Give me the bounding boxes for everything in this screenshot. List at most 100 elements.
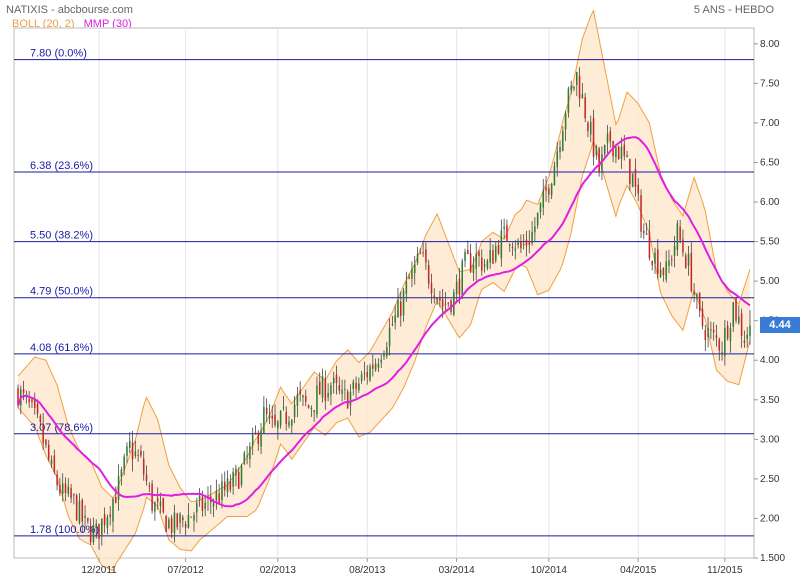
candle-body [344,389,346,391]
legend-mmp: MMP (30) [83,18,132,30]
candle-body [391,324,394,326]
candle-body [285,411,287,424]
candle-body [673,245,676,256]
candle-body [232,471,234,487]
y-tick-label: 6.50 [760,157,780,168]
candle-body [620,147,623,159]
candle-body [380,359,382,363]
candle-body [173,512,176,534]
candle-body [87,517,89,522]
bollinger-band-fill [18,10,750,571]
candle-body [39,415,42,423]
candle-body [296,394,299,406]
candle-body [576,72,578,85]
candle-body [128,440,131,448]
candle-body [352,381,355,389]
candle-body [444,303,447,305]
fibonacci-label: 1.78 (100.0%) [30,524,99,536]
candle-body [335,374,338,384]
candle-body [59,485,61,494]
candle-body [204,502,206,509]
candle-body [637,184,640,194]
candle-body [595,146,598,156]
candle-body [324,379,327,401]
candle-body [553,166,556,186]
candle-body [338,385,341,391]
candle-body [196,502,198,513]
candle-body [304,396,307,402]
indicator-legend: BOLL (20, 2) MMP (30) [12,18,138,30]
candle-body [327,392,329,398]
candle-body [293,404,296,418]
candle-body [559,147,561,153]
candle-body [687,253,690,266]
candle-body [310,407,313,410]
candle-body [416,253,419,263]
candle-body [629,158,631,184]
candle-body [718,339,721,351]
y-tick-label: 8.00 [760,39,780,50]
candle-body [190,516,192,518]
y-tick-label: 3.00 [760,434,780,445]
candle-body [274,414,276,426]
candle-body [145,474,148,482]
candle-body [302,395,304,398]
candle-body [33,400,36,408]
fibonacci-label: 7.80 (0.0%) [30,48,87,60]
x-tick-label: 11/2015 [707,565,743,576]
candle-body [511,246,514,249]
mmp-line [17,136,751,508]
candle-body [631,173,634,187]
candle-body [464,251,466,261]
fibonacci-label: 6.38 (23.6%) [30,160,93,172]
y-tick-label: 7.50 [760,78,780,89]
candle-body [458,278,461,295]
candle-body [140,450,142,456]
candle-body [109,514,111,517]
candle-body [662,268,665,276]
candle-body [494,246,497,261]
candle-body [126,446,128,456]
candle-body [372,364,374,369]
candle-body [715,335,718,338]
candle-body [92,525,95,543]
candle-body [134,451,137,457]
candle-body [193,514,195,521]
candle-body [101,518,103,535]
candle-body [696,294,698,299]
candle-body [732,302,735,327]
candle-body [366,371,369,378]
candle-body [221,481,223,500]
candle-body [95,523,98,529]
candle-body [657,249,659,275]
candle-body [640,195,642,232]
candle-body [346,391,349,409]
candle-body [584,97,586,119]
candle-body [634,168,637,187]
candle-body [223,481,226,490]
candle-body [249,446,251,460]
candle-body [316,385,318,415]
candle-body [740,313,743,337]
candle-body [237,471,240,489]
candle-body [402,290,405,316]
candle-body [187,514,190,528]
fibonacci-label: 4.79 (50.0%) [30,286,93,298]
x-tick-label: 08/2013 [349,565,386,576]
candle-body [279,410,282,426]
candle-body [665,261,667,280]
candle-body [520,241,522,249]
candle-body [743,340,746,343]
candle-body [148,485,151,487]
candle-body [246,455,248,458]
candle-body [321,376,324,398]
candle-body [581,94,584,99]
candle-body [749,325,751,337]
candle-body [422,252,424,254]
candle-body [168,519,170,528]
candle-body [676,223,679,251]
candle-body [165,515,167,533]
candle-body [117,476,120,500]
last-price-badge: 4.44 [760,317,800,333]
candle-body [363,372,366,374]
